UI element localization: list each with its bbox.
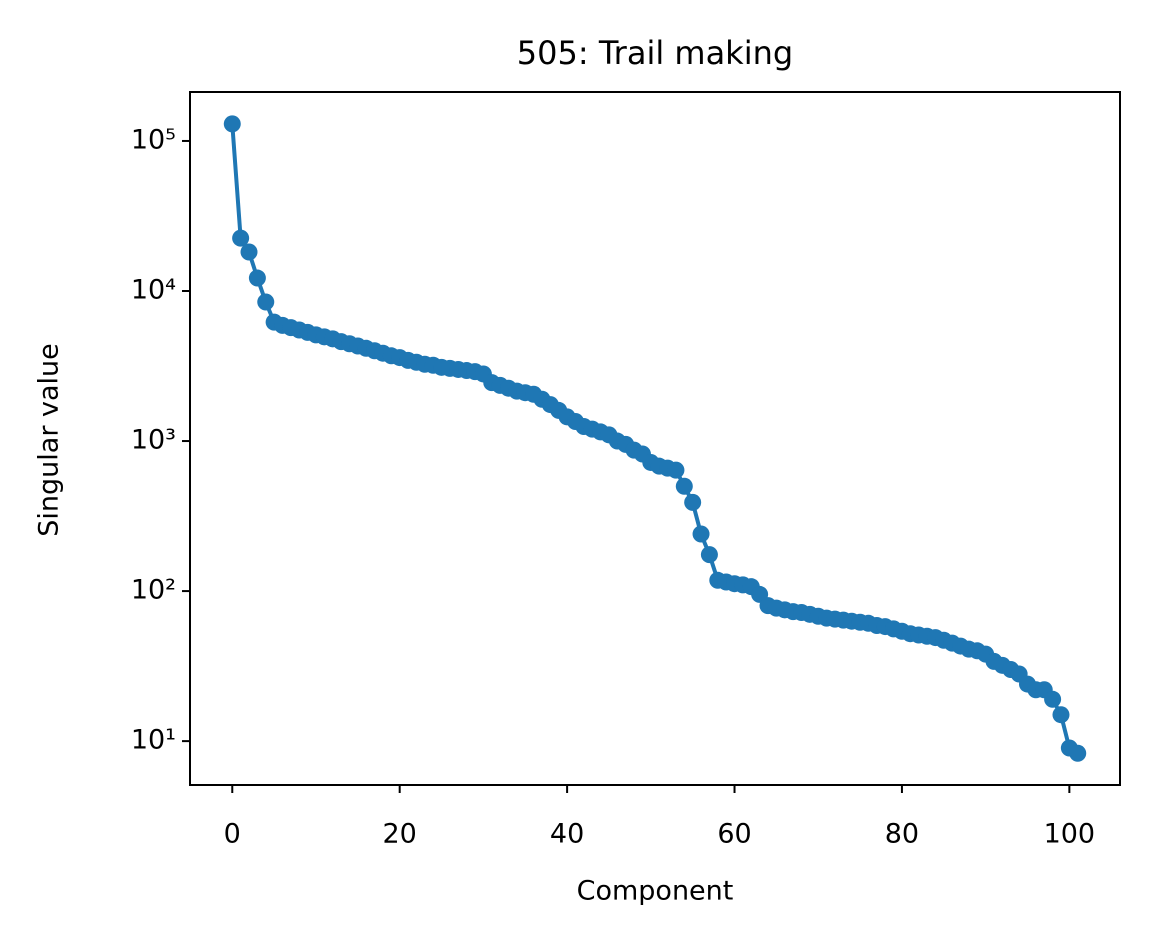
data-point bbox=[692, 525, 710, 543]
y-axis-label: Singular value bbox=[34, 343, 65, 536]
data-point bbox=[675, 477, 693, 495]
data-point bbox=[232, 229, 250, 247]
y-tick-label: 10⁵ bbox=[131, 124, 176, 155]
y-tick-label: 10² bbox=[131, 575, 176, 606]
data-point bbox=[223, 115, 241, 133]
x-tick-label: 40 bbox=[550, 819, 584, 850]
data-point bbox=[1052, 706, 1070, 724]
data-point bbox=[667, 461, 685, 479]
chart-title: 505: Trail making bbox=[517, 34, 793, 72]
x-axis-label: Component bbox=[577, 876, 734, 907]
y-tick-label: 10¹ bbox=[131, 725, 176, 756]
x-tick-label: 100 bbox=[1044, 819, 1096, 850]
data-point bbox=[1069, 744, 1087, 762]
data-point bbox=[257, 293, 275, 311]
data-point bbox=[248, 269, 266, 287]
y-tick-label: 10³ bbox=[131, 425, 176, 456]
x-tick-label: 60 bbox=[717, 819, 751, 850]
data-point bbox=[684, 493, 702, 511]
plot-frame bbox=[189, 91, 1121, 786]
data-point bbox=[240, 243, 258, 261]
x-tick-label: 20 bbox=[383, 819, 417, 850]
data-point bbox=[1044, 690, 1062, 708]
data-line bbox=[230, 123, 1079, 755]
x-tick-label: 80 bbox=[885, 819, 919, 850]
data-point bbox=[700, 546, 718, 564]
y-tick-label: 10⁴ bbox=[131, 275, 176, 306]
x-tick-label: 0 bbox=[224, 819, 241, 850]
